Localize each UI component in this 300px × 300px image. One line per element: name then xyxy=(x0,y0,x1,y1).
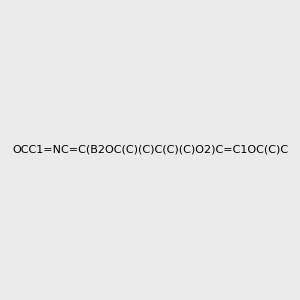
Text: OCC1=NC=C(B2OC(C)(C)C(C)(C)O2)C=C1OC(C)C: OCC1=NC=C(B2OC(C)(C)C(C)(C)O2)C=C1OC(C)C xyxy=(12,145,288,155)
